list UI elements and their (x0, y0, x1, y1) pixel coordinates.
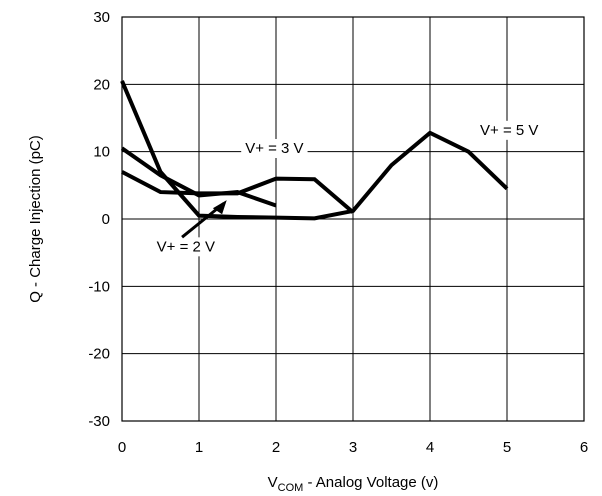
x-tick-label: 1 (195, 439, 203, 456)
annotation-background (152, 237, 220, 257)
x-tick-label: 2 (272, 439, 280, 456)
y-tick-label: -20 (88, 346, 110, 363)
x-tick-label: 0 (118, 439, 126, 456)
annotation-arrowhead (212, 200, 227, 215)
x-axis-title-sub: COM (278, 482, 304, 494)
series-line (120, 146, 277, 208)
series-annotation: V+ = 5 V (480, 122, 538, 139)
x-tick-label: 3 (349, 439, 357, 456)
tick-layer: 0 1 2 3 4 5 6 30 20 10 0 -10 -20 -30 (88, 9, 588, 456)
x-tick-label: 6 (580, 439, 588, 456)
annotation-layer: V+ = 3 V V+ = 5 V V+ = 2 V (152, 120, 543, 257)
x-tick-label: 5 (503, 439, 511, 456)
series-annotation: V+ = 2 V (157, 238, 215, 255)
series-line (120, 80, 509, 221)
grid-layer (121, 16, 585, 422)
x-tick-label: 4 (426, 439, 434, 456)
y-tick-label: 20 (93, 76, 110, 93)
y-axis-title: Q - Charge Injection (pC) (27, 135, 44, 303)
y-tick-label: 10 (93, 144, 110, 161)
series-line (121, 170, 355, 214)
annotation-background (476, 120, 543, 140)
y-tick-label: 0 (102, 211, 110, 228)
x-axis-title-rest: - Analog Voltage (v) (303, 474, 438, 491)
x-axis-title-main: V (268, 474, 278, 491)
x-axis-title: VCOM - Analog Voltage (v) (268, 474, 439, 494)
y-tick-label: -30 (88, 413, 110, 430)
y-tick-label: 30 (93, 9, 110, 26)
y-tick-label: -10 (88, 278, 110, 295)
series-layer (120, 80, 509, 221)
series-annotation: V+ = 3 V (245, 140, 303, 157)
annotation-background (241, 139, 308, 159)
